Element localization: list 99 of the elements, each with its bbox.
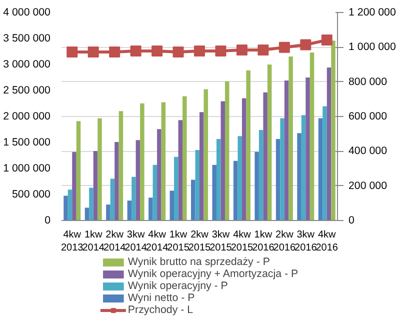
bar	[93, 150, 98, 220]
bar	[106, 204, 110, 220]
bar	[224, 81, 230, 220]
bar	[84, 208, 90, 220]
bar	[284, 80, 289, 220]
bar	[204, 89, 208, 220]
bar	[89, 188, 94, 220]
bar	[301, 115, 306, 220]
point	[258, 44, 269, 56]
bar	[242, 98, 246, 220]
y2-tick-label: 800 000	[348, 76, 388, 88]
bar	[127, 200, 132, 220]
point	[88, 46, 99, 58]
point	[321, 34, 332, 46]
bar	[157, 129, 162, 220]
y-tick-label: 500 000	[12, 188, 51, 200]
y2-tick-label: 0	[348, 214, 354, 226]
point	[66, 46, 78, 58]
bar	[178, 120, 183, 220]
bar	[220, 101, 225, 220]
x-tick-label: 4kw 2013	[60, 230, 84, 254]
bar	[331, 40, 336, 220]
y-tick-label: 3 000 000	[3, 58, 51, 70]
y2-tick-label: 600 000	[348, 110, 388, 122]
bar	[306, 78, 310, 220]
bar	[254, 152, 259, 220]
y-tick-label: 0	[44, 214, 51, 226]
bar	[174, 156, 178, 220]
x-tick-label: 2kw 2015	[188, 230, 212, 254]
y-tick-label: 1 000 000	[3, 162, 51, 174]
x-tick-label: 3kw 2016	[294, 230, 318, 254]
x-tick-label: 1kw 2014	[82, 230, 105, 254]
point	[172, 46, 184, 58]
x-tick-label: 4kw 2015	[230, 230, 254, 254]
x-tick-label: 1kw 2016	[252, 230, 275, 254]
bar	[200, 112, 204, 220]
y-tick-label: 4 000 000	[3, 6, 51, 18]
legend-label: Wynik operacyjny + Amortyzacja - P	[128, 268, 298, 280]
bar	[310, 52, 314, 220]
bar	[246, 70, 250, 220]
point	[278, 42, 290, 53]
point	[109, 46, 120, 58]
x-tick-label: 4kw 2016	[316, 230, 338, 254]
point	[236, 44, 248, 56]
y-tick-label: 3 500 000	[3, 32, 51, 44]
y2-tick-label: 400 000	[348, 145, 388, 158]
bar	[132, 176, 136, 220]
y2-tick-label: 1 200 000	[348, 6, 396, 18]
bar	[280, 118, 284, 220]
bar	[191, 180, 196, 220]
bar	[263, 92, 268, 220]
bar	[288, 56, 293, 220]
y2-tick-label: 1 000 000	[348, 41, 396, 54]
bar	[238, 136, 242, 220]
bar	[118, 111, 124, 220]
bar	[326, 67, 332, 220]
legend-label: Wynik brutto na sprzedaży - P	[128, 256, 270, 268]
y-tick-label: 2 500 000	[3, 84, 51, 96]
bar	[322, 106, 327, 220]
x-tick-label: 4kw 2014	[146, 230, 169, 254]
bar	[152, 164, 158, 220]
bar	[64, 196, 68, 220]
bar	[212, 164, 216, 220]
x-tick-label: 2kw 2014	[103, 230, 126, 254]
bar	[72, 152, 76, 220]
bar	[76, 121, 81, 220]
bar	[258, 130, 264, 220]
point	[130, 45, 142, 56]
bar	[195, 150, 200, 220]
x-tick-label: 1kw 2015	[167, 230, 190, 254]
x-tick-label: 3kw 2014	[124, 230, 148, 254]
y2-tick-label: 200 000	[348, 180, 388, 192]
bar	[318, 118, 323, 220]
bar	[161, 102, 166, 220]
x-tick-label: 3kw 2015	[210, 230, 232, 254]
y-tick-label: 2 000 000	[3, 110, 51, 122]
bar	[233, 160, 238, 220]
y-tick-label: 1 500 000	[3, 136, 51, 148]
legend-label: Wyni netto - P	[128, 292, 195, 304]
x-tick-label: 2kw 2016	[273, 230, 296, 254]
bar	[182, 96, 187, 220]
bar	[114, 142, 119, 220]
legend-label: Wynik operacyjny - P	[128, 280, 228, 292]
point	[300, 39, 312, 50]
bar	[267, 64, 272, 220]
bar	[276, 139, 280, 220]
bar	[297, 133, 302, 220]
bar	[98, 118, 102, 220]
legend-label: Przychody - L	[128, 304, 194, 316]
bar	[170, 190, 174, 220]
bar	[68, 190, 72, 220]
point	[215, 45, 226, 56]
bar	[140, 103, 144, 220]
point	[194, 45, 205, 56]
bar	[136, 140, 140, 220]
point	[152, 45, 163, 56]
bar	[216, 139, 221, 220]
bar	[148, 198, 153, 220]
bar	[110, 178, 115, 220]
